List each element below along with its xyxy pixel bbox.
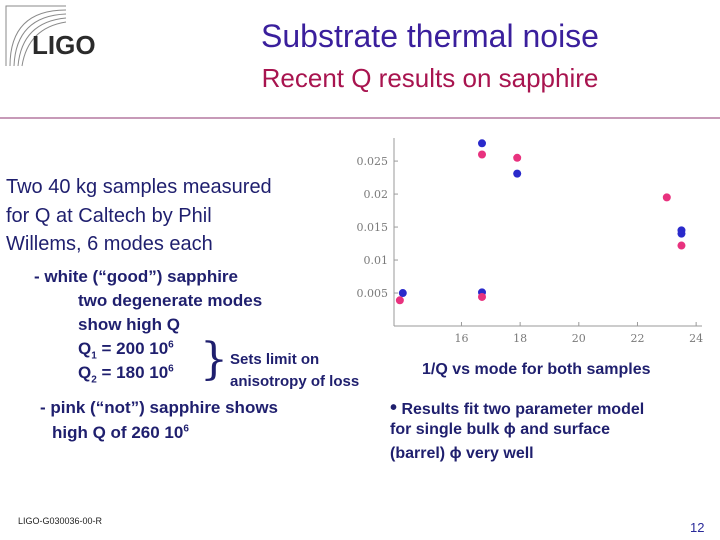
- intro-line-3: Willems, 6 modes each: [6, 233, 213, 255]
- x-tick-label: 22: [630, 332, 644, 345]
- title-divider: [0, 117, 720, 119]
- data-point-series-2: [395, 296, 404, 305]
- intro-line-2: for Q at Caltech by Phil: [6, 205, 212, 227]
- x-tick-label: 18: [513, 332, 527, 345]
- bullet-icon: •: [390, 397, 398, 419]
- data-point-series-1: [398, 289, 407, 298]
- intro-line-1: Two 40 kg samples measured: [6, 176, 272, 198]
- data-point-series-2: [662, 193, 671, 202]
- x-tick-label: 20: [572, 332, 586, 345]
- y-tick-label: 0.025: [357, 155, 389, 168]
- data-point-series-1: [677, 229, 686, 238]
- y-tick-label: 0.005: [357, 287, 389, 300]
- x-tick-label: 24: [689, 332, 703, 345]
- result-line-3: (barrel) ϕ very well: [390, 445, 534, 462]
- slide-subtitle: Recent Q results on sapphire: [261, 63, 599, 93]
- right-brace-icon: }: [200, 334, 228, 385]
- result-line-1: • Results fit two parameter model: [390, 397, 645, 419]
- q-scatter-chart: 0.005 0.01 0.015 0.02 0.025 16 18 20 22 24: [357, 138, 703, 345]
- ligo-logo: LIGO: [5, 5, 96, 67]
- y-tick-label: 0.02: [364, 188, 389, 201]
- y-tick-label: 0.015: [357, 221, 389, 234]
- pink-sapphire-line: high Q of 260 106: [52, 423, 189, 442]
- result-line-2: for single bulk ϕ and surface: [390, 421, 611, 438]
- white-sapphire-line-2: show high Q: [78, 315, 180, 334]
- data-point-series-1: [478, 139, 486, 148]
- q2-value: Q2 = 180 106: [78, 363, 174, 386]
- ligo-logo-text: LIGO: [32, 30, 96, 60]
- document-id: LIGO-G030036-00-R: [18, 516, 103, 526]
- y-tick-label: 0.01: [364, 254, 389, 267]
- data-point-series-1: [513, 169, 522, 178]
- x-tick-label: 16: [454, 332, 468, 345]
- data-point-series-2: [513, 153, 522, 162]
- slide-title: Substrate thermal noise: [261, 18, 599, 54]
- data-point-series-2: [478, 292, 486, 301]
- brace-note-line-1: Sets limit on: [230, 351, 320, 368]
- white-sapphire-heading: - white (“good”) sapphire: [34, 267, 238, 286]
- data-point-series-2: [478, 150, 486, 159]
- data-point-series-2: [677, 241, 686, 250]
- brace-note-line-2: anisotropy of loss: [230, 373, 360, 390]
- page-number: 12: [690, 520, 705, 535]
- q1-value: Q1 = 200 106: [78, 339, 174, 362]
- pink-sapphire-heading: - pink (“not”) sapphire shows: [40, 398, 279, 417]
- chart-caption: 1/Q vs mode for both samples: [422, 361, 651, 378]
- white-sapphire-line-1: two degenerate modes: [78, 291, 263, 310]
